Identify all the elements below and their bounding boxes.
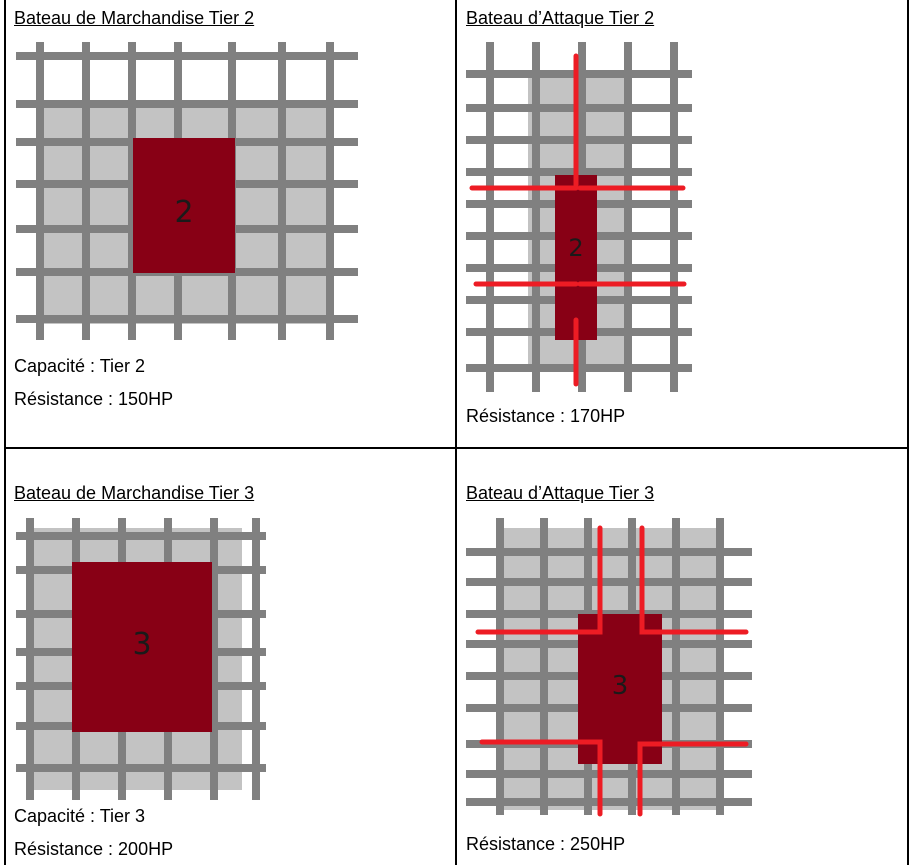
resistance-label: Résistance : 150HP (14, 389, 174, 409)
grid-line-horizontal (16, 764, 266, 772)
table-border-right (907, 0, 909, 865)
grid-line-horizontal (466, 168, 692, 176)
cell-title: Bateau de Marchandise Tier 2 (14, 8, 255, 28)
grid-line-vertical (26, 518, 34, 800)
table-border-row (4, 447, 909, 449)
cell-title: Bateau d’Attaque Tier 2 (466, 8, 655, 28)
grid-line-vertical (486, 42, 494, 392)
grid-line-horizontal (466, 548, 752, 556)
grid-line-horizontal (16, 315, 358, 323)
table-border-middle (455, 0, 457, 865)
ship-hull (133, 138, 235, 273)
cell-title: Bateau d’Attaque Tier 3 (466, 483, 655, 503)
grid-line-vertical (326, 42, 334, 340)
grid-line-vertical (278, 42, 286, 340)
grid-line-vertical (670, 42, 678, 392)
grid-line-horizontal (16, 532, 266, 540)
ship-hull (578, 614, 662, 764)
grid-line-vertical (540, 518, 548, 815)
grid-line-horizontal (466, 770, 752, 778)
grid-line-vertical (210, 518, 218, 800)
cannon-line (637, 741, 749, 817)
capacity-label: Capacité : Tier 3 (14, 806, 146, 826)
grid-line-vertical (624, 42, 632, 392)
attack-ship-tier-2-diagram: 2 (466, 42, 692, 392)
cannon-line (479, 739, 603, 817)
merchant-ship-tier-2-diagram: 2 (16, 42, 358, 340)
grid-line-horizontal (466, 70, 692, 78)
attack-ship-tier-3-diagram: 3 (466, 518, 752, 817)
grid-line-vertical (532, 42, 540, 392)
ship-tier-number: 3 (132, 627, 151, 662)
ship-tier-number: 3 (612, 671, 629, 701)
ship-hull (72, 562, 212, 732)
grid-line-vertical (82, 42, 90, 340)
cell-title: Bateau de Marchandise Tier 3 (14, 483, 255, 503)
ship-tier-number: 2 (174, 195, 193, 230)
table-border-left (4, 0, 6, 865)
cannon-line (475, 525, 603, 635)
cannon-line (639, 525, 749, 635)
grid-line-horizontal (466, 104, 692, 112)
grid-line-vertical (716, 518, 724, 815)
grid-line-horizontal (16, 52, 358, 60)
grid-line-vertical (36, 42, 44, 340)
grid-line-vertical (496, 518, 504, 815)
grid-line-vertical (672, 518, 680, 815)
grid-line-vertical (128, 42, 136, 340)
resistance-label: Résistance : 200HP (14, 839, 174, 859)
grid-line-horizontal (16, 100, 358, 108)
grid-line-horizontal (466, 136, 692, 144)
grid-line-vertical (252, 518, 260, 800)
resistance-label: Résistance : 250HP (466, 834, 626, 854)
capacity-label: Capacité : Tier 2 (14, 356, 146, 376)
grid-line-horizontal (466, 364, 692, 372)
grid-line-horizontal (466, 798, 752, 806)
resistance-label: Résistance : 170HP (466, 406, 626, 426)
grid-line-horizontal (466, 578, 752, 586)
merchant-ship-tier-3-diagram: 3 (16, 518, 266, 800)
ship-hull (555, 175, 597, 340)
ship-tier-number: 2 (568, 234, 583, 262)
